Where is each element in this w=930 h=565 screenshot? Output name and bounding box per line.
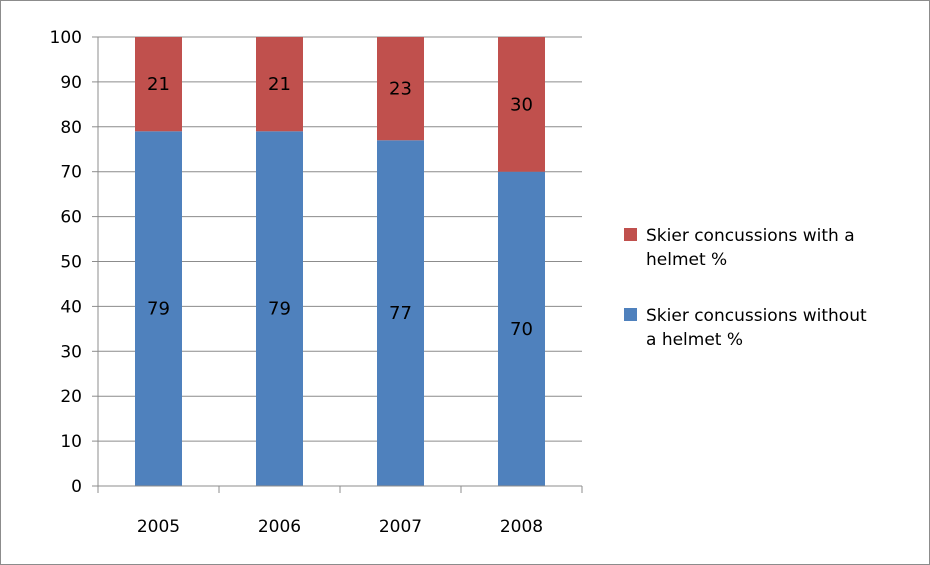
y-tick-label-60: 60 [60,208,82,228]
legend-swatch-without-helmet [624,308,637,321]
legend-swatch-with-helmet [624,228,637,241]
y-tick-label-40: 40 [60,297,82,317]
y-tick-label-50: 50 [60,253,82,273]
data-labels: 79 21 79 21 77 23 70 30 [147,74,533,340]
y-tick-label-100: 100 [50,28,82,48]
data-label-with-helmet-2007: 23 [389,79,412,100]
y-tick-label-30: 30 [60,342,82,362]
bar-without-helmet-2005[interactable] [135,131,182,487]
legend-label-without-helmet: Skier concussions without a helmet % [646,306,867,350]
x-tick-label-2008: 2008 [500,517,543,537]
data-label-without-helmet-2008: 70 [510,319,533,340]
y-tick-label-80: 80 [60,118,82,138]
bar-without-helmet-2006[interactable] [256,131,303,487]
data-label-with-helmet-2006: 21 [268,74,291,95]
legend[interactable]: Skier concussions with a helmet % Skier co… [624,226,867,350]
bars [135,37,545,487]
data-label-with-helmet-2008: 30 [510,94,533,115]
bar-without-helmet-2007[interactable] [377,140,424,486]
y-tick-label-90: 90 [60,73,82,93]
y-tick-label-20: 20 [60,387,82,407]
x-tick-label-2005: 2005 [137,517,180,537]
data-label-with-helmet-2005: 21 [147,74,170,95]
bar-with-helmet-2006[interactable] [256,37,303,132]
bar-with-helmet-2007[interactable] [377,37,424,141]
axes: 0 10 20 30 40 50 60 70 80 90 100 2005 2006 2007 2008 [50,28,583,537]
x-tick-label-2007: 2007 [379,517,422,537]
data-label-without-helmet-2007: 77 [389,303,412,324]
data-label-without-helmet-2006: 79 [268,299,291,320]
bar-with-helmet-2008[interactable] [498,37,545,172]
bar-without-helmet-2008[interactable] [498,171,545,486]
bar-with-helmet-2005[interactable] [135,37,182,132]
y-tick-label-10: 10 [60,432,82,452]
y-tick-label-0: 0 [71,477,82,497]
y-tick-label-70: 70 [60,163,82,183]
legend-label-with-helmet: Skier concussions with a helmet % [646,226,855,270]
data-label-without-helmet-2005: 79 [147,299,170,320]
x-tick-label-2006: 2006 [258,517,301,537]
